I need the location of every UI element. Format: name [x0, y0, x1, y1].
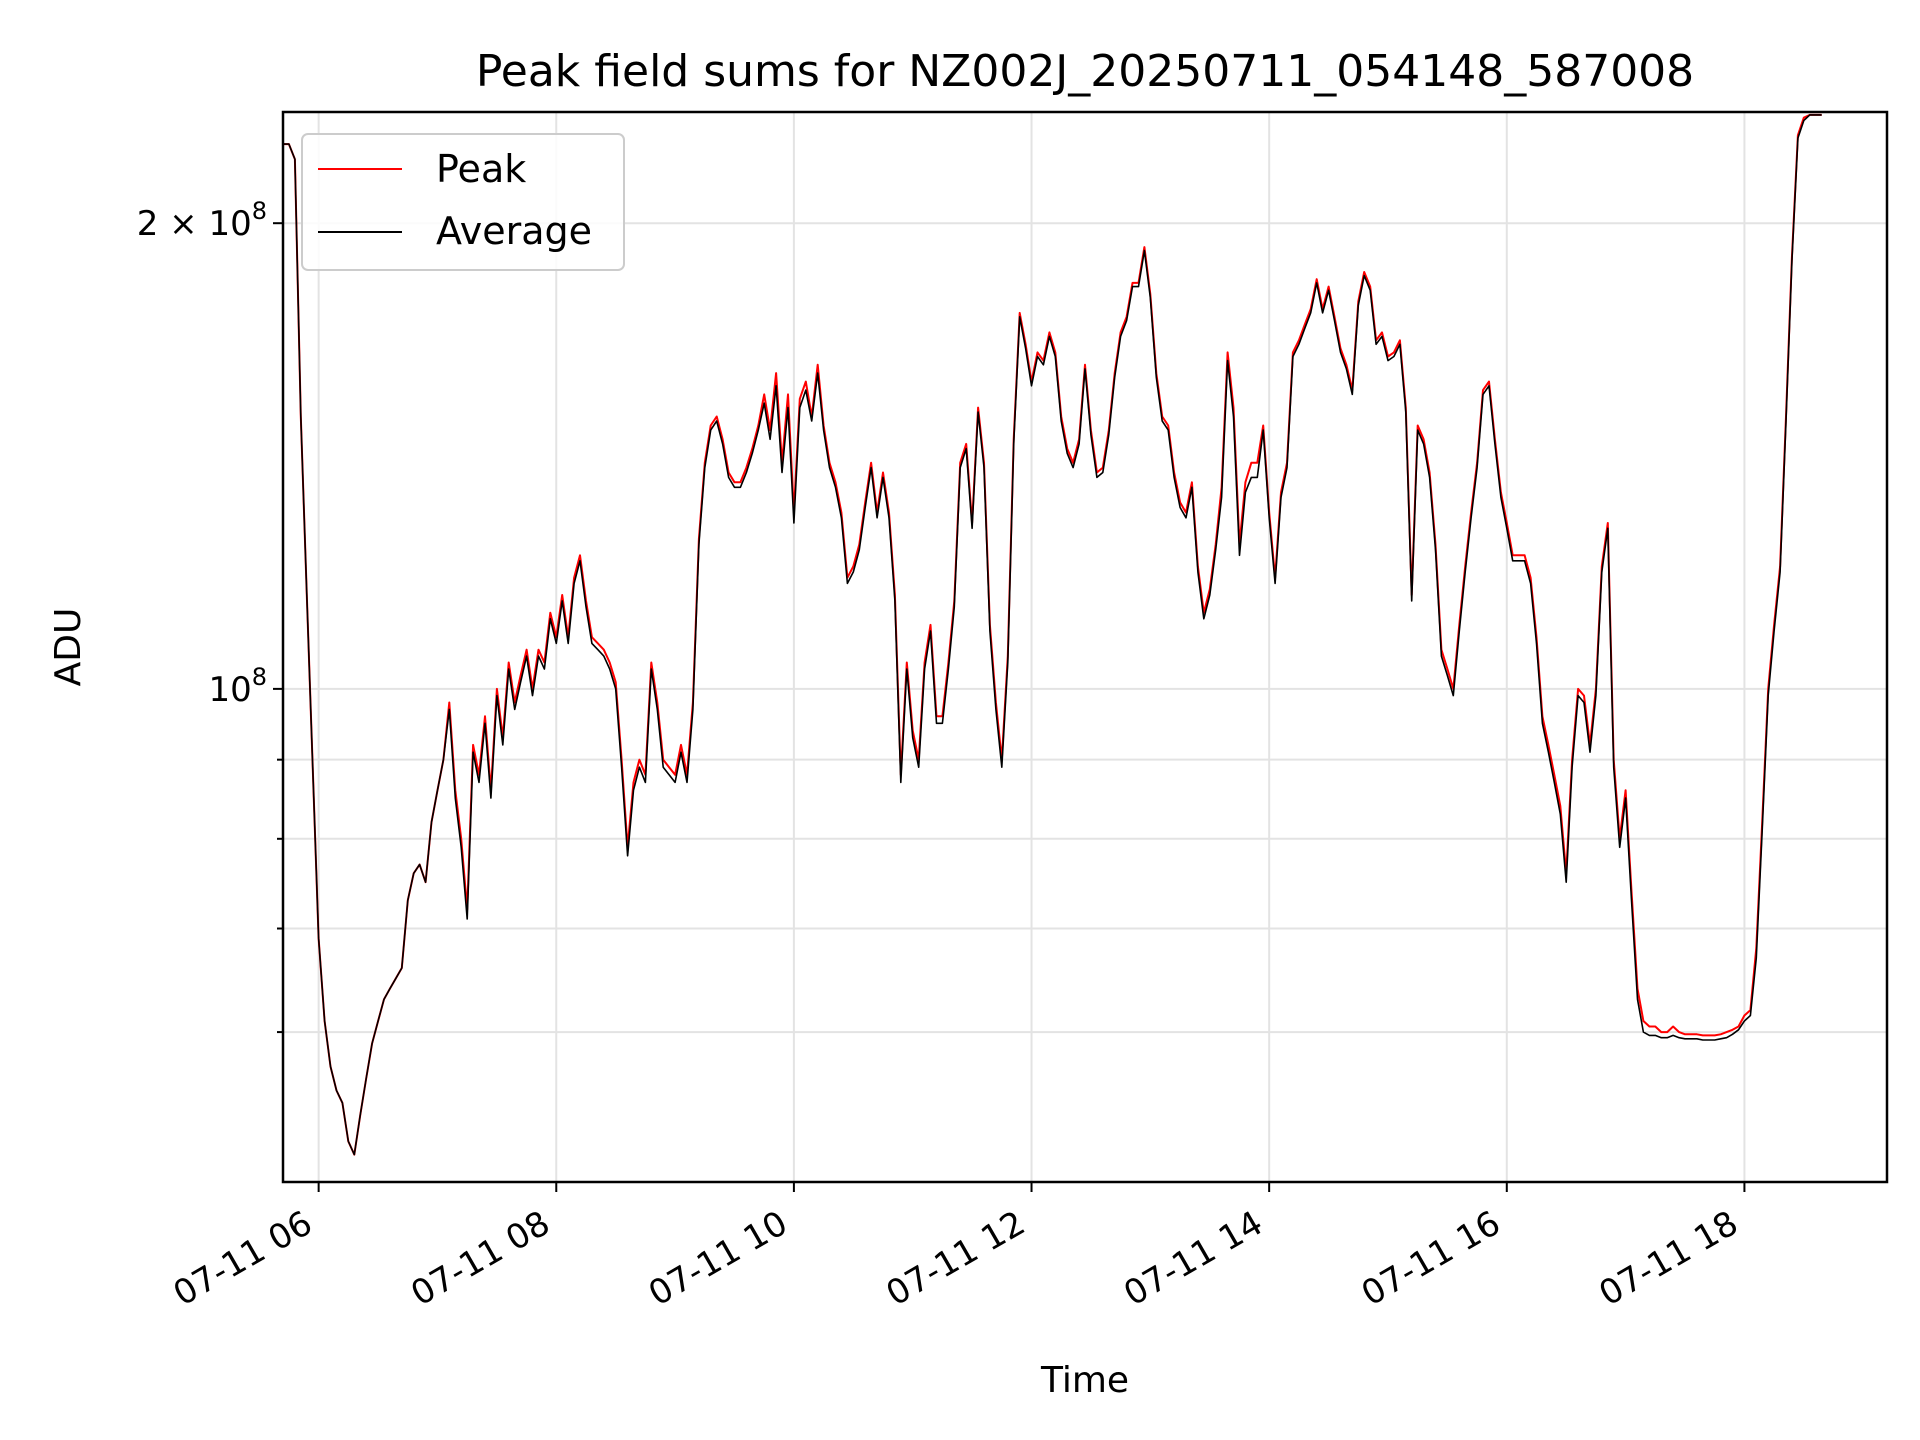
- grid: [283, 112, 1887, 1182]
- chart-title: Peak field sums for NZ002J_20250711_0541…: [476, 46, 1694, 97]
- y-axis-label: ADU: [48, 608, 89, 687]
- axis-ticks: 07-11 06 07-11 08 07-11 10 07-11 12 07-11 14…: [137, 197, 1746, 1314]
- x-tick-label: 07-11 16: [1355, 1203, 1507, 1314]
- x-tick-label: 07-11 06: [167, 1203, 319, 1314]
- series-line-average: [283, 114, 1822, 1156]
- legend: Peak Average: [301, 133, 625, 271]
- legend-label-average: Average: [436, 209, 592, 253]
- x-tick-label: 07-11 18: [1593, 1203, 1745, 1314]
- plot-frame: [281, 110, 1889, 1184]
- x-tick-label: 07-11 08: [404, 1203, 556, 1314]
- x-tick-label: 07-11 12: [880, 1203, 1032, 1314]
- legend-label-peak: Peak: [436, 147, 526, 191]
- plot-lines: [283, 113, 1822, 1156]
- y-tick-label: 108: [208, 663, 267, 710]
- x-tick-label: 07-11 14: [1117, 1203, 1269, 1314]
- x-tick-label: 07-11 10: [642, 1203, 794, 1314]
- x-axis-label: Time: [1040, 1360, 1129, 1401]
- y-tick-label: 2 × 108: [137, 197, 267, 244]
